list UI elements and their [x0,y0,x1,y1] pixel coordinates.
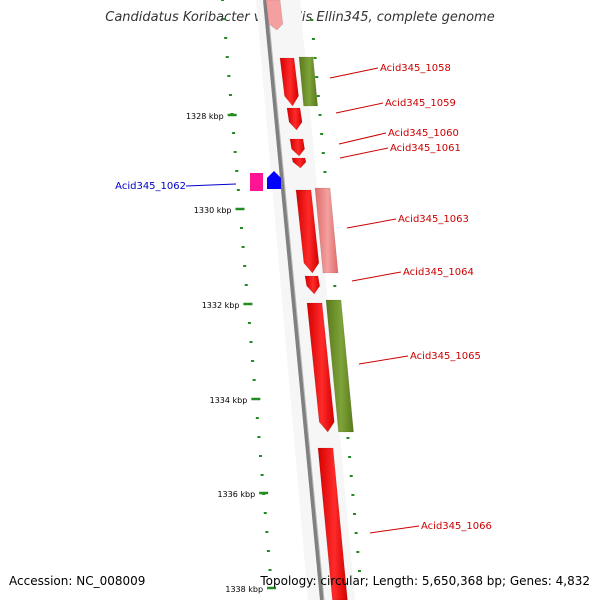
ruler-tick-label: 1336 kbp [217,490,255,499]
gene-label-acid345_1064: Acid345_1064 [403,267,474,278]
genome-backbone-line [263,0,324,600]
gene-block-red [317,447,348,600]
gene-label-leader [339,147,389,159]
ruler-tick-label: 1328 kbp [186,112,224,121]
gene-label-acid345_1065: Acid345_1065 [410,351,481,362]
gene-label-leader [351,271,402,282]
gene-label-leader [185,183,237,187]
ruler-tick-label: 1330 kbp [194,206,232,215]
ruler-tick-label: 1338 kbp [225,585,263,594]
ruler-tick-label: 1334 kbp [210,396,248,405]
gene-label-acid345_1058: Acid345_1058 [380,63,451,74]
ruler-tick-label: 1332 kbp [202,301,240,310]
gene-label-acid345_1060: Acid345_1060 [388,128,459,139]
gene-label-acid345_1061: Acid345_1061 [390,143,461,154]
gene-label-acid345_1062: Acid345_1062 [115,181,186,192]
gene-label-leader [369,525,420,534]
gene-label-leader [338,132,387,145]
gene-block-red [286,107,303,131]
gene-label-leader [358,355,409,365]
gene-label-leader [346,218,397,229]
gene-label-acid345_1063: Acid345_1063 [398,214,469,225]
feature-block-green [298,56,318,107]
gene-block-blue [267,171,281,189]
gene-label-leader [329,67,379,79]
gene-block-red [289,138,305,157]
gene-block-red [291,157,307,169]
gene-label-acid345_1059: Acid345_1059 [385,98,456,109]
genome-backbone-highlight [266,0,325,600]
accession-text: Accession: NC_008009 [9,574,146,588]
feature-block-green [325,299,354,433]
gene-block-light [314,187,339,274]
gene-label-acid345_1066: Acid345_1066 [421,521,492,532]
gene-block-partial [265,0,284,31]
gene-label-leader [335,102,384,114]
gene-block-red [295,189,320,274]
gene-block-red [306,302,335,433]
gene-block-red [304,275,321,295]
gene-block-pink [250,173,263,191]
gene-block-red [279,57,299,107]
genome-summary-text: Topology: circular; Length: 5,650,368 bp… [260,574,590,588]
